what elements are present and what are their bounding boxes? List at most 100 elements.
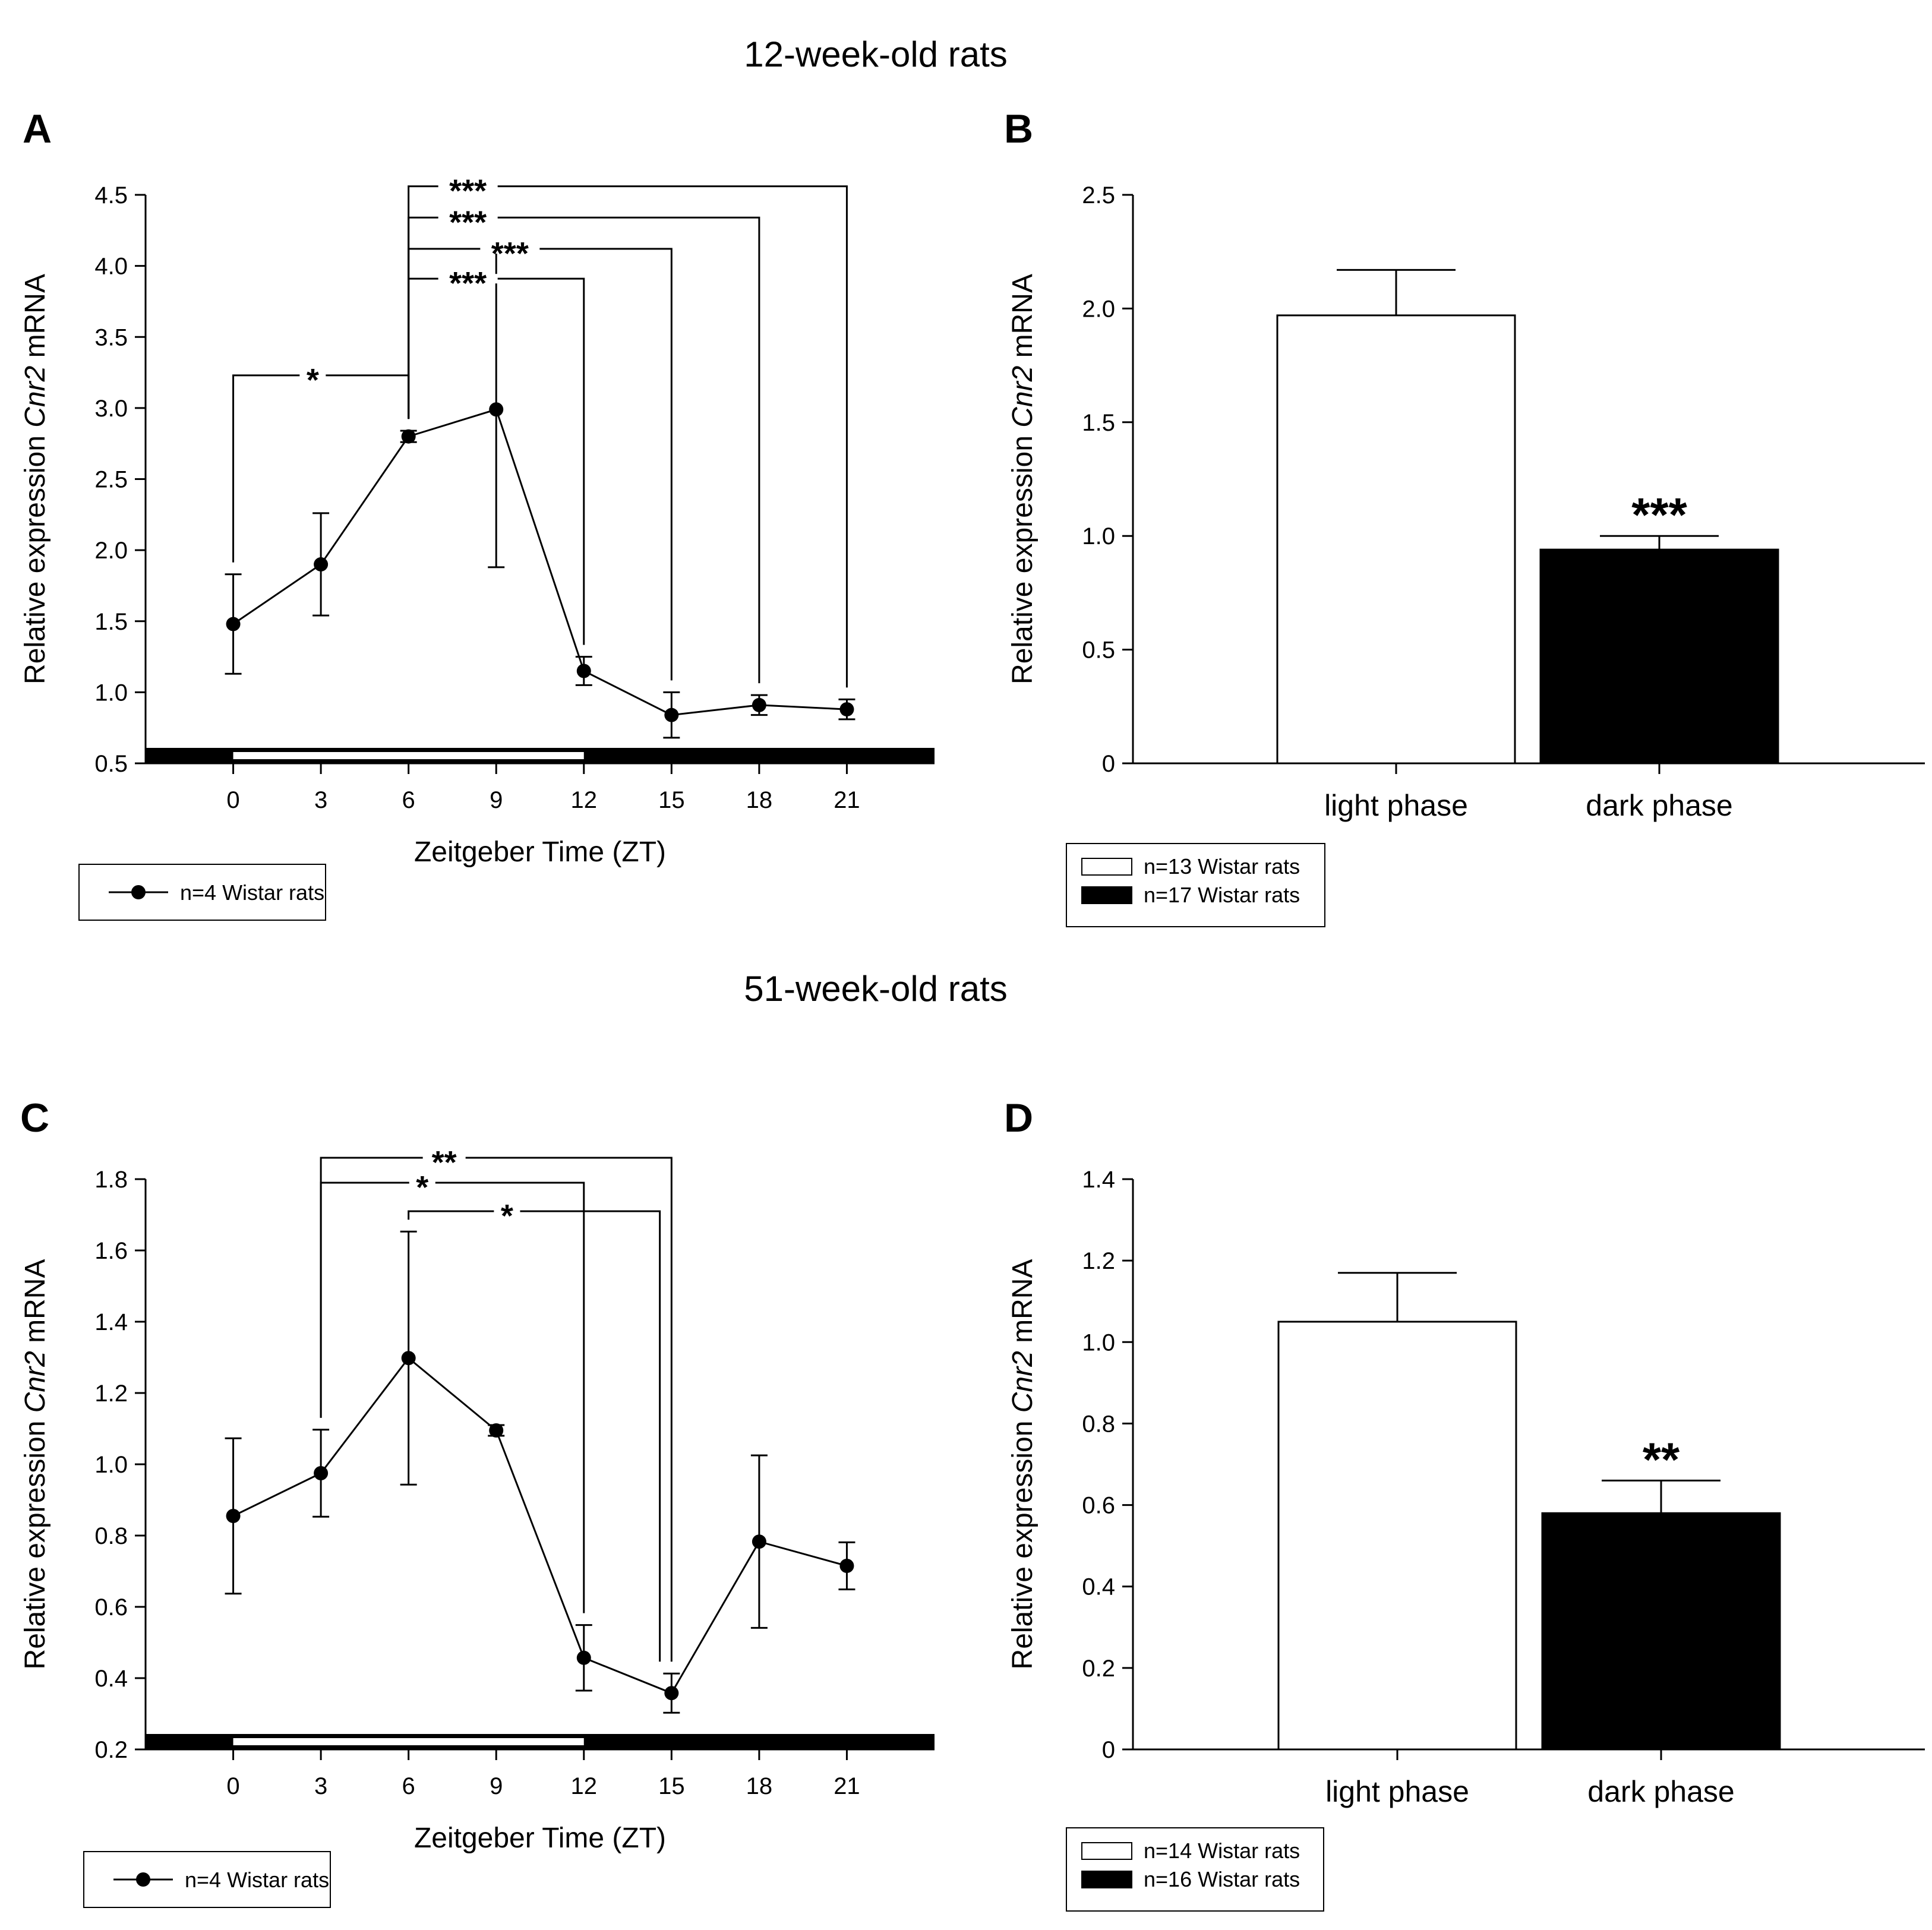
- legend-swatch: [1081, 886, 1132, 904]
- legend-swatch: [1081, 1842, 1132, 1860]
- bar: [1539, 548, 1779, 765]
- x-tick-label: 21: [834, 787, 860, 813]
- significance-label: ***: [491, 236, 529, 271]
- significance-label: ***: [449, 266, 487, 301]
- data-point: [752, 697, 766, 712]
- y-tick-label: 0.8: [1082, 1411, 1115, 1437]
- legend-label: n=14 Wistar rats: [1144, 1839, 1300, 1863]
- data-point: [489, 1423, 504, 1438]
- significance-bracket: [408, 248, 673, 681]
- y-tick-label: 0: [1102, 1737, 1115, 1763]
- significance-mask: [438, 274, 498, 284]
- y-tick-label: 2.0: [1082, 296, 1115, 322]
- y-tick-label: 0.4: [1082, 1574, 1115, 1600]
- panel-letter-d: D: [1004, 1095, 1033, 1141]
- panel-letter-b: B: [1004, 106, 1033, 151]
- y-tick-label: 3.5: [94, 324, 128, 350]
- y-tick-label: 2.5: [1082, 182, 1115, 209]
- panel-letter-a: A: [23, 106, 52, 151]
- data-point: [314, 557, 329, 572]
- legend-label: n=4 Wistar rats: [180, 880, 324, 905]
- data-point: [226, 617, 241, 631]
- y-axis-label-part: Cnr2: [20, 366, 51, 428]
- y-tick-label: 0.6: [1082, 1493, 1115, 1519]
- bar: [1277, 1321, 1517, 1751]
- y-tick-label: 2.0: [94, 538, 128, 564]
- x-tick-label: 18: [746, 787, 773, 813]
- y-axis-label-part: mRNA: [1007, 274, 1038, 366]
- x-tick-label: 18: [746, 1773, 773, 1799]
- x-tick-label: 21: [834, 1773, 860, 1799]
- data-point: [664, 707, 679, 722]
- legend-marker: [131, 885, 146, 899]
- panel-a-line-chart: 0.5 1.0 1.5 2.0 2.5 3.0 3.5 4.0 4.5 0 3 6 9 12 15 18 21 *…: [20, 173, 935, 921]
- y-axis-label-part: Cnr2: [1007, 1351, 1038, 1413]
- light-phase-bar: [233, 752, 584, 759]
- significance-label: ***: [449, 204, 487, 240]
- data-point: [401, 429, 416, 444]
- significance-mask: [422, 1153, 466, 1163]
- significance-label: **: [432, 1145, 457, 1180]
- panel-letter-c: C: [20, 1095, 49, 1141]
- y-tick-label: 1.0: [94, 1452, 128, 1478]
- legend-swatch: [1081, 1871, 1132, 1888]
- y-axis-label-part: Cnr2: [20, 1351, 51, 1413]
- y-tick-label: 1.2: [1082, 1248, 1115, 1274]
- significance-mask: [409, 1178, 435, 1187]
- y-tick-label: 0: [1102, 751, 1115, 777]
- y-axis-label: Relative expression Cnr2 mRNA: [1007, 274, 1038, 684]
- category-label: dark phase: [1587, 1775, 1734, 1808]
- category-label: dark phase: [1586, 789, 1732, 822]
- x-tick-label: 3: [314, 787, 327, 813]
- significance-label: *: [501, 1198, 513, 1234]
- y-tick-label: 1.8: [94, 1167, 128, 1193]
- y-tick-label: 0.5: [94, 751, 128, 777]
- significance-mask: [299, 370, 326, 380]
- panel-b-bar-chart: 0 0.5 1.0 1.5 2.0 2.5 light phase dark phase ***…: [1007, 182, 1925, 927]
- x-tick-label: 6: [402, 1773, 415, 1799]
- significance-bracket: [408, 1210, 661, 1662]
- significance-label: *: [416, 1170, 428, 1205]
- x-tick-label: 9: [490, 1773, 503, 1799]
- y-tick-label: 4.5: [94, 182, 128, 209]
- y-tick-label: 3.0: [94, 396, 128, 422]
- x-axis-label: Zeitgeber Time (ZT): [414, 1822, 666, 1854]
- y-axis-label-part: Relative expression: [1007, 428, 1038, 684]
- light-phase-bar: [233, 1738, 584, 1745]
- panel-d-bar-chart: 0 0.2 0.4 0.6 0.8 1.0 1.2 1.4 light phase dark ph…: [1007, 1167, 1925, 1912]
- y-axis-label: Relative expression Cnr2 mRNA: [20, 1259, 51, 1670]
- y-tick-label: 1.0: [1082, 1329, 1115, 1356]
- significance-mask: [438, 213, 498, 223]
- y-tick-label: 1.0: [94, 680, 128, 706]
- y-tick-label: 1.2: [94, 1381, 128, 1407]
- y-axis-label: Relative expression Cnr2 mRNA: [1007, 1259, 1038, 1670]
- significance-mask: [438, 181, 498, 191]
- x-tick-label: 0: [226, 787, 239, 813]
- significance-mask: [480, 244, 540, 254]
- significance-bracket: [320, 1157, 673, 1662]
- significance-bracket: [320, 1182, 585, 1613]
- y-tick-label: 1.6: [94, 1238, 128, 1264]
- data-point: [314, 1466, 329, 1480]
- significance-mask: [494, 1206, 520, 1216]
- legend-marker: [136, 1872, 150, 1887]
- legend-label: n=16 Wistar rats: [1144, 1867, 1300, 1891]
- data-point: [839, 702, 854, 717]
- x-tick-label: 12: [571, 787, 598, 813]
- y-axis-label-part: Cnr2: [1007, 366, 1038, 428]
- y-tick-label: 1.4: [94, 1309, 128, 1335]
- y-tick-label: 1.5: [94, 609, 128, 635]
- x-tick-label: 9: [490, 787, 503, 813]
- data-point: [489, 402, 504, 417]
- data-point: [401, 1351, 416, 1366]
- x-tick-label: 3: [314, 1773, 327, 1799]
- significance-bracket: [408, 185, 848, 688]
- legend-label: n=17 Wistar rats: [1144, 883, 1300, 907]
- y-tick-label: 0.4: [94, 1666, 128, 1692]
- y-tick-label: 0.5: [1082, 637, 1115, 664]
- data-point: [839, 1559, 854, 1573]
- y-tick-label: 4.0: [94, 254, 128, 280]
- data-point: [752, 1534, 766, 1549]
- y-tick-label: 0.2: [1082, 1656, 1115, 1682]
- y-axis-label-part: Relative expression: [20, 1413, 51, 1669]
